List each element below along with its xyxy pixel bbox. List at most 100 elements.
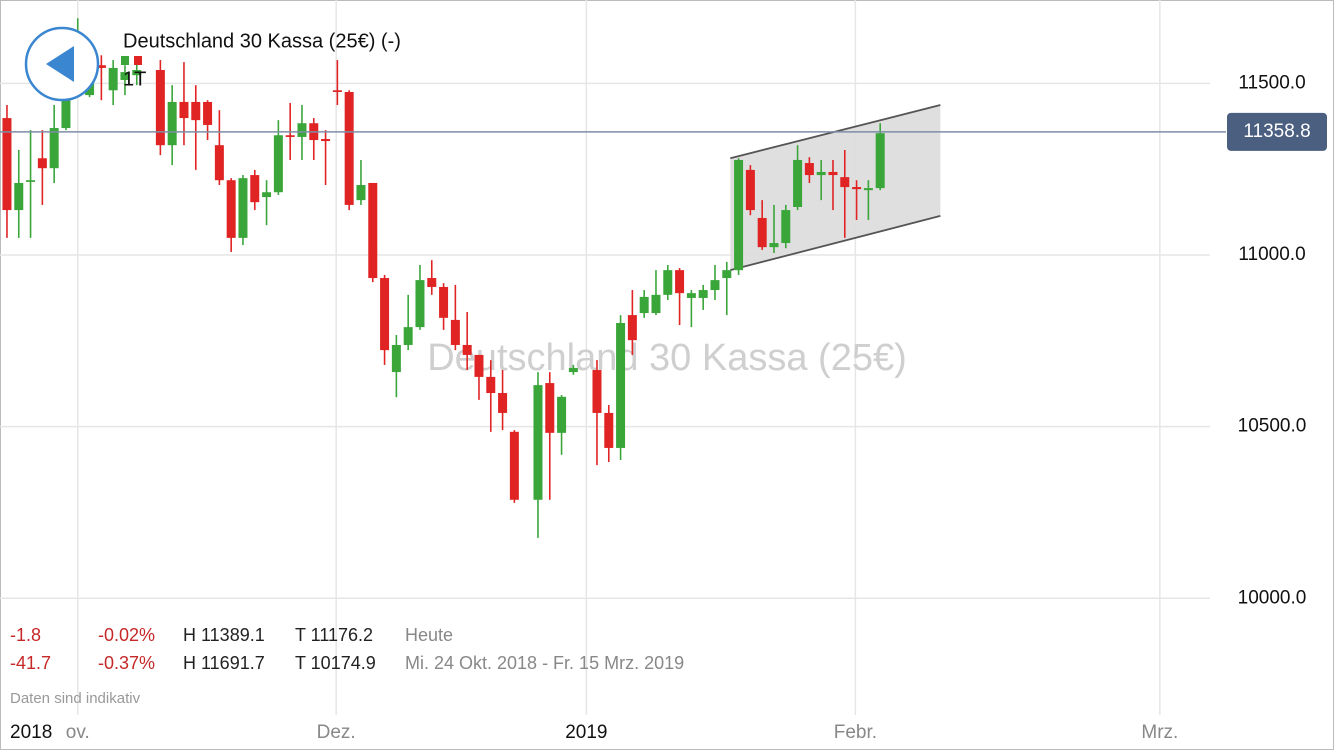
candle-body bbox=[297, 123, 307, 137]
candle-body bbox=[710, 280, 720, 291]
candle-body bbox=[651, 294, 661, 314]
candle-body bbox=[26, 180, 36, 182]
candle-body bbox=[332, 90, 342, 92]
candle-body bbox=[226, 180, 236, 238]
candle-body bbox=[627, 315, 637, 341]
candle-body bbox=[167, 101, 177, 146]
back-arrow[interactable] bbox=[46, 46, 74, 82]
candle-body bbox=[96, 65, 106, 68]
back-button[interactable] bbox=[24, 26, 100, 102]
candle-body bbox=[686, 293, 696, 298]
candle-body bbox=[816, 171, 826, 176]
stat-value: -0.02% bbox=[98, 625, 155, 645]
candle-body bbox=[533, 385, 543, 500]
candle-body bbox=[498, 393, 508, 413]
candle-body bbox=[804, 163, 814, 176]
candle-body bbox=[285, 135, 295, 137]
candle-body bbox=[2, 118, 12, 211]
stat-value: H 11389.1 bbox=[183, 625, 265, 645]
candle-body bbox=[545, 383, 555, 433]
stat-value: T 10174.9 bbox=[295, 653, 376, 673]
candle-body bbox=[781, 210, 791, 244]
candle-body bbox=[639, 296, 649, 314]
stat-value: -41.7 bbox=[10, 653, 51, 673]
year-label: 2018 bbox=[10, 722, 52, 743]
x-tick-label: 2019 bbox=[565, 722, 607, 743]
candle-body bbox=[403, 327, 413, 345]
stat-value: H 11691.7 bbox=[183, 653, 265, 673]
candle-body bbox=[155, 70, 165, 146]
candle-body bbox=[250, 175, 260, 203]
candle-body bbox=[769, 243, 779, 248]
candle-body bbox=[604, 412, 614, 448]
candle-body bbox=[852, 187, 862, 190]
x-label-bg bbox=[2, 716, 64, 748]
last-price-box bbox=[1227, 112, 1327, 151]
candle-body bbox=[380, 278, 390, 351]
candle-body bbox=[37, 158, 47, 169]
candle-body bbox=[368, 182, 378, 279]
candle-body bbox=[191, 101, 201, 121]
legend-up bbox=[121, 56, 129, 65]
candle-body bbox=[132, 70, 142, 76]
candle-body bbox=[828, 171, 838, 176]
candle-body bbox=[344, 91, 354, 205]
candle-body bbox=[840, 177, 850, 188]
candle-body bbox=[203, 101, 213, 125]
candle-body bbox=[49, 128, 59, 169]
candle-body bbox=[273, 135, 283, 193]
candle-body bbox=[108, 67, 118, 91]
x-tick-label: Dez. bbox=[317, 722, 356, 743]
candle-body bbox=[391, 344, 401, 373]
candle-body bbox=[793, 159, 803, 207]
stat-value: -0.37% bbox=[98, 653, 155, 673]
stat-value: T 11176.2 bbox=[295, 625, 373, 645]
y-tick-label: 11500.0 bbox=[1238, 72, 1305, 93]
candle-body bbox=[757, 217, 767, 248]
x-tick-label: Febr. bbox=[834, 722, 877, 743]
stat-value: -1.8 bbox=[10, 625, 41, 645]
chart-title: Deutschland 30 Kassa (25€) (-) bbox=[123, 30, 401, 52]
candle-body bbox=[663, 270, 673, 295]
stat-value: Heute bbox=[405, 625, 453, 645]
candle-body bbox=[238, 178, 248, 238]
candle-body bbox=[214, 145, 224, 181]
candle-body bbox=[616, 323, 626, 448]
y-tick-label: 10000.0 bbox=[1238, 587, 1307, 608]
candle-body bbox=[675, 270, 685, 294]
y-tick-label: 11000.0 bbox=[1238, 244, 1305, 265]
candle-body bbox=[745, 169, 755, 211]
candle-body bbox=[120, 72, 130, 80]
legend-down bbox=[134, 56, 142, 65]
candle-body bbox=[61, 79, 71, 129]
y-tick-label: 10500.0 bbox=[1238, 416, 1307, 437]
candle-body bbox=[592, 370, 602, 413]
watermark: Deutschland 30 Kassa (25€) bbox=[427, 337, 907, 379]
candle-body bbox=[557, 396, 567, 433]
channel-lower bbox=[730, 215, 941, 272]
candle-body bbox=[415, 280, 425, 328]
x-label-bg bbox=[552, 716, 621, 748]
candle-body bbox=[734, 159, 744, 271]
candle-body bbox=[863, 188, 873, 191]
interval: 1T bbox=[123, 68, 146, 90]
candle-body bbox=[14, 182, 24, 211]
x-tick-label: ov. bbox=[66, 722, 90, 743]
candle-body bbox=[321, 139, 331, 142]
last-price-label: 11358.8 bbox=[1243, 121, 1310, 142]
x-tick-label: Mrz. bbox=[1141, 722, 1178, 743]
candle-body bbox=[875, 133, 885, 189]
candle-body bbox=[568, 367, 578, 373]
candle-body bbox=[486, 376, 496, 394]
candle-body bbox=[462, 344, 472, 355]
stat-value: Mi. 24 Okt. 2018 - Fr. 15 Mrz. 2019 bbox=[405, 653, 684, 673]
candle-body bbox=[356, 185, 366, 201]
candle-body bbox=[722, 270, 732, 279]
candle-body bbox=[509, 431, 519, 500]
data-note: Daten sind indikativ bbox=[10, 690, 141, 707]
candle-body bbox=[262, 192, 272, 198]
candle-body bbox=[439, 286, 449, 318]
candle-body bbox=[179, 101, 189, 119]
candle-body bbox=[474, 354, 484, 377]
